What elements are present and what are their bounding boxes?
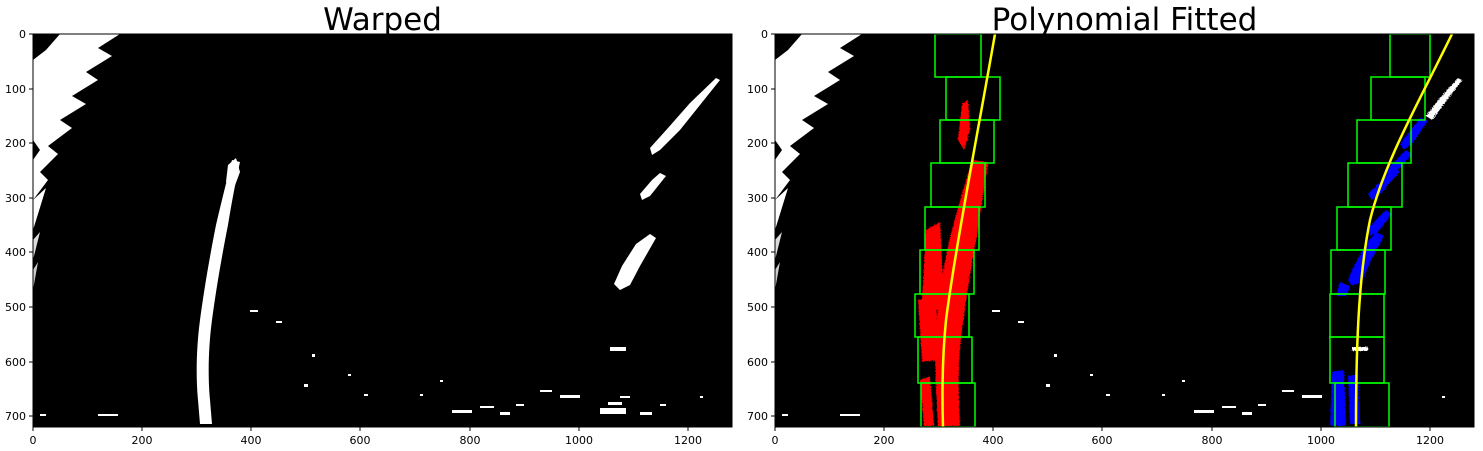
panel-title-warped: Warped <box>323 2 442 38</box>
warped-x-axis: 0 200 400 600 800 1000 1200 <box>30 427 702 447</box>
warped-ytick-600: 600 <box>5 356 26 369</box>
left-window-9 <box>920 382 976 427</box>
left-fit-curve <box>941 34 997 427</box>
warped-left-lane-line <box>196 158 240 424</box>
fitted-ytick-100: 100 <box>747 83 768 96</box>
fitted-ytick-300: 300 <box>747 192 768 205</box>
fitted-left-search-windows <box>914 34 1001 427</box>
fitted-left-edge-band <box>775 34 862 290</box>
warped-right-lane-dashes <box>610 78 720 351</box>
fitted-noise <box>782 310 1445 416</box>
warped-xtick-0: 0 <box>30 434 37 447</box>
warped-ytick-300: 300 <box>5 192 26 205</box>
right-window-9 <box>1334 382 1390 427</box>
fitted-ytick-500: 500 <box>747 301 768 314</box>
fitted-y-axis: 0 100 200 300 400 500 600 700 <box>747 28 775 423</box>
fitted-xtick-200: 200 <box>874 434 895 447</box>
warped-background <box>33 34 732 427</box>
fitted-xtick-800: 800 <box>1202 434 1223 447</box>
warped-ytick-700: 700 <box>5 410 26 423</box>
warped-image <box>33 34 732 427</box>
warped-ytick-400: 400 <box>5 246 26 259</box>
fitted-ytick-200: 200 <box>747 137 768 150</box>
warped-y-axis: 0 100 200 300 400 500 600 700 <box>5 28 33 423</box>
fitted-ytick-600: 600 <box>747 356 768 369</box>
fitted-left-lane-pixels <box>918 100 988 426</box>
warped-ytick-100: 100 <box>5 83 26 96</box>
warped-left-edge-band <box>33 34 120 427</box>
warped-ytick-0: 0 <box>19 28 26 41</box>
fitted-xtick-1000: 1000 <box>1307 434 1335 447</box>
warped-xtick-1000: 1000 <box>565 434 593 447</box>
fitted-xtick-1200: 1200 <box>1416 434 1444 447</box>
fitted-x-axis: 0 200 400 600 800 1000 1200 <box>772 427 1444 447</box>
warped-ytick-500: 500 <box>5 301 26 314</box>
warped-frame <box>32 33 733 428</box>
fitted-xtick-400: 400 <box>983 434 1004 447</box>
fitted-image <box>775 34 1474 427</box>
fitted-ytick-400: 400 <box>747 246 768 259</box>
fitted-ytick-700: 700 <box>747 410 768 423</box>
warped-ytick-200: 200 <box>5 137 26 150</box>
fitted-ytick-0: 0 <box>761 28 768 41</box>
fitted-frame <box>774 33 1475 428</box>
warped-xtick-200: 200 <box>132 434 153 447</box>
panel-title-polynomial-fitted: Polynomial Fitted <box>991 2 1258 38</box>
warped-xtick-600: 600 <box>350 434 371 447</box>
warped-xtick-800: 800 <box>460 434 481 447</box>
fitted-xtick-600: 600 <box>1092 434 1113 447</box>
fitted-xtick-0: 0 <box>772 434 779 447</box>
right-fit-curve <box>1354 34 1454 427</box>
warped-noise <box>40 310 703 416</box>
warped-xtick-400: 400 <box>241 434 262 447</box>
warped-xtick-1200: 1200 <box>674 434 702 447</box>
